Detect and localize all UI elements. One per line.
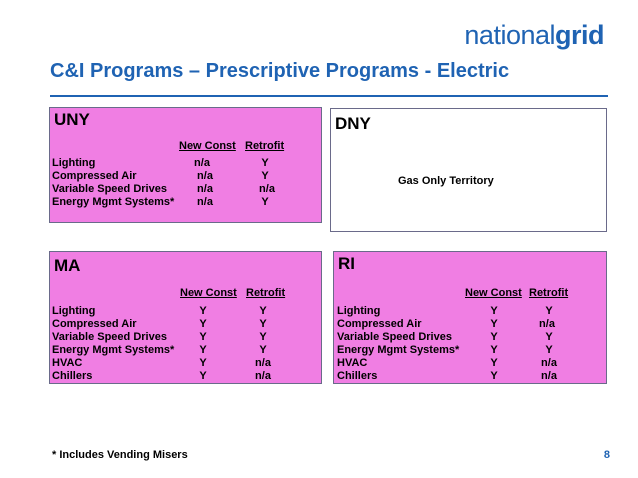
title-divider xyxy=(50,95,608,97)
row-label: Compressed Air xyxy=(337,318,422,330)
new-const-value: n/a xyxy=(197,183,213,195)
new-const-value: Y xyxy=(490,331,498,343)
table-row: Compressed Air Y Y xyxy=(52,318,317,331)
retrofit-value: Y xyxy=(259,318,267,330)
col-header-retrofit: Retrofit xyxy=(529,287,569,299)
col-header-new-const: New Const xyxy=(179,140,236,152)
col-header-new-const: New Const xyxy=(180,287,237,299)
table-row: Variable Speed Drives Y Y xyxy=(52,331,317,344)
new-const-value: Y xyxy=(199,370,207,382)
table-row: Variable Speed Drives Y Y xyxy=(337,331,603,344)
new-const-value: Y xyxy=(490,344,498,356)
row-label: Chillers xyxy=(52,370,93,382)
row-label: Variable Speed Drives xyxy=(52,183,167,195)
row-label: Chillers xyxy=(337,370,378,382)
new-const-value: n/a xyxy=(197,170,213,182)
panel-title: RI xyxy=(338,254,355,273)
col-header-retrofit: Retrofit xyxy=(245,140,285,152)
new-const-value: Y xyxy=(490,370,498,382)
retrofit-value: n/a xyxy=(541,370,557,382)
row-label: Energy Mgmt Systems* xyxy=(52,196,175,208)
page-number: 8 xyxy=(603,449,610,461)
panel-ma: MA New Const Retrofit Lighting Y Y Compr… xyxy=(49,251,322,384)
table-row: Compressed Air Y n/a xyxy=(337,318,603,331)
new-const-value: n/a xyxy=(197,196,213,208)
new-const-value: Y xyxy=(199,318,207,330)
retrofit-value: Y xyxy=(259,305,267,317)
retrofit-value: Y xyxy=(545,331,553,343)
panel-title: MA xyxy=(54,256,81,275)
row-label: Lighting xyxy=(337,305,381,317)
table-row: Lighting Y Y xyxy=(337,305,603,318)
row-label: HVAC xyxy=(52,357,83,369)
new-const-value: Y xyxy=(490,357,498,369)
new-const-value: Y xyxy=(199,305,207,317)
retrofit-value: n/a xyxy=(259,183,275,195)
retrofit-value: Y xyxy=(259,344,267,356)
panel-title: UNY xyxy=(54,110,90,129)
table-row: Chillers Y n/a xyxy=(52,370,317,383)
col-header-new-const: New Const xyxy=(465,287,522,299)
panel-ri: RI New Const Retrofit Lighting Y Y Compr… xyxy=(333,251,607,384)
retrofit-value: Y xyxy=(261,196,269,208)
retrofit-value: Y xyxy=(261,157,269,169)
new-const-value: Y xyxy=(199,357,207,369)
row-label: Variable Speed Drives xyxy=(337,331,452,343)
retrofit-value: n/a xyxy=(541,357,557,369)
panel-dny: DNY Gas Only Territory xyxy=(330,108,607,232)
table-row: Variable Speed Drives n/a n/a xyxy=(52,183,317,196)
panel-uny: UNY New Const Retrofit Lighting n/a Y Co… xyxy=(49,107,322,223)
row-label: Energy Mgmt Systems* xyxy=(337,344,460,356)
row-label: Compressed Air xyxy=(52,318,137,330)
col-header-retrofit: Retrofit xyxy=(246,287,286,299)
new-const-value: n/a xyxy=(194,157,210,169)
table-row: Energy Mgmt Systems* n/a Y xyxy=(52,196,317,209)
row-label: Variable Speed Drives xyxy=(52,331,167,343)
retrofit-value: n/a xyxy=(255,370,271,382)
national-grid-logo: nationalgrid xyxy=(464,20,604,51)
new-const-value: Y xyxy=(199,344,207,356)
table-row: Lighting n/a Y xyxy=(52,157,317,170)
new-const-value: Y xyxy=(490,305,498,317)
table-row: HVAC Y n/a xyxy=(52,357,317,370)
table-row: Energy Mgmt Systems* Y Y xyxy=(337,344,603,357)
row-label: Energy Mgmt Systems* xyxy=(52,344,175,356)
footnote: * Includes Vending Misers xyxy=(52,449,188,461)
row-label: HVAC xyxy=(337,357,368,369)
table-row: Compressed Air n/a Y xyxy=(52,170,317,183)
gas-only-note: Gas Only Territory xyxy=(398,175,494,187)
logo-bold-text: grid xyxy=(555,20,605,50)
slide-title: C&I Programs – Prescriptive Programs - E… xyxy=(50,60,510,82)
table-row: HVAC Y n/a xyxy=(337,357,603,370)
new-const-value: Y xyxy=(490,318,498,330)
row-label: Compressed Air xyxy=(52,170,137,182)
table-row: Lighting Y Y xyxy=(52,305,317,318)
retrofit-value: Y xyxy=(261,170,269,182)
new-const-value: Y xyxy=(199,331,207,343)
retrofit-value: Y xyxy=(545,305,553,317)
retrofit-value: n/a xyxy=(539,318,555,330)
retrofit-value: n/a xyxy=(255,357,271,369)
retrofit-value: Y xyxy=(545,344,553,356)
row-label: Lighting xyxy=(52,305,96,317)
table-row: Energy Mgmt Systems* Y Y xyxy=(52,344,317,357)
logo-light-text: national xyxy=(464,20,555,50)
table-row: Chillers Y n/a xyxy=(337,370,603,383)
retrofit-value: Y xyxy=(259,331,267,343)
row-label: Lighting xyxy=(52,157,96,169)
panel-title: DNY xyxy=(335,114,371,133)
